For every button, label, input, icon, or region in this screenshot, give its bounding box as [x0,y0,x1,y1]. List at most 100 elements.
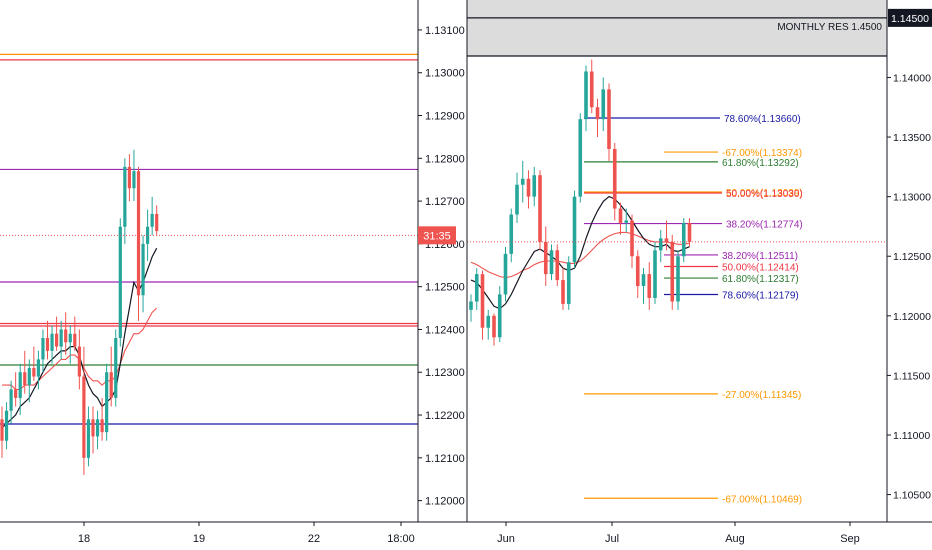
right-candle-body-25 [612,148,617,209]
left-plot-area[interactable] [0,0,418,522]
left-candle-body-16 [73,333,77,347]
left-candle-body-14 [64,329,68,343]
left-y-tick-label-10: 1.13000 [425,68,465,80]
left-y-tick-label-8: 1.12800 [425,153,465,165]
left-candle-body-12 [55,333,59,347]
right-candle-body-22 [595,107,600,120]
fib-label-11: -67.00%(1.10469) [722,494,802,505]
right-candle-body-12 [538,175,542,242]
left-candle-body-22 [100,419,104,433]
right-candle-body-19 [578,119,583,197]
left-candle-body-23 [105,372,109,433]
right-ma-fast-line [470,195,690,310]
right-candle-body-32 [653,250,657,298]
right-y-tick-label-2: 1.11500 [893,370,930,382]
right-y-tick-label-6: 1.13500 [893,132,931,144]
left-y-tick-label-11: 1.13100 [425,25,465,37]
left-candle-body-33 [150,213,154,227]
right-candle-body-26 [618,208,623,223]
right-candle-body-20 [584,71,588,120]
right-y-tick-label-1: 1.11000 [893,430,930,442]
current-price-tag-label: 31:35 [423,230,451,242]
left-y-tick-label-4: 1.12400 [425,324,465,336]
left-candle-body-6 [27,367,31,386]
current-price-tag-background [418,226,456,245]
fib-label-10: -27.00%(1.11345) [722,390,801,401]
right-candle-body-1 [474,274,479,302]
right-candle-body-2 [480,274,485,328]
left-candle-body-1 [4,410,9,441]
right-chart-panel[interactable]: MONTHLY RES 1.4500 78.60%(1.13660) -67.00… [466,0,932,522]
right-candle-body-28 [630,220,634,257]
left-candle-body-29 [132,171,136,189]
left-candle-body-28 [127,166,131,189]
right-candle-body-9 [520,178,525,185]
right-candle-body-36 [676,256,680,302]
right-y-tick-label-4: 1.12500 [893,251,931,263]
left-candles [0,149,159,475]
left-candle-body-10 [45,338,50,351]
left-x-tick-label-3: 18:00 [387,533,415,545]
left-y-tick-label-1: 1.12100 [425,453,465,465]
fib-label-5: 38.20%(1.12774) [726,220,803,231]
resistance-axis-tag-label: 1.14500 [891,13,929,25]
fibonacci-levels: 78.60%(1.13660)-67.00%(1.13374)61.80%(1.… [584,114,803,505]
right-x-tick-label-0: Jun [497,533,515,545]
left-x-tick-label-0: 18 [78,533,90,545]
resistance-zone-label: MONTHLY RES 1.4500 [777,22,882,33]
fib-label-4: 50.00%(1.13030) [726,189,803,200]
left-chart-panel[interactable]: 1.12000 1.12100 1.12200 1.12300 1.12400 1.125… [0,0,465,522]
right-candle-body-18 [572,196,577,263]
left-candle-body-30 [136,171,141,296]
left-y-tick-label-7: 1.12700 [425,196,465,208]
left-candle-body-27 [123,166,127,227]
fib-label-7: 50.00%(1.12414) [722,262,799,273]
right-candle-body-34 [664,238,669,242]
right-candle-body-10 [526,178,531,197]
right-candle-body-14 [549,250,554,275]
right-candle-body-6 [503,253,508,295]
fib-label-1: -67.00%(1.13374) [722,148,802,159]
left-candle-body-0 [0,419,4,441]
right-candle-body-21 [589,71,594,108]
right-candle-body-31 [647,274,652,298]
left-candle-body-19 [86,419,91,458]
right-candle-body-38 [687,222,692,242]
resistance-axis-tag-background [888,8,932,27]
left-candle-body-24 [109,372,113,398]
left-candle-body-11 [50,333,54,351]
right-price-axis[interactable]: 1.10500 1.11000 1.11500 1.12000 1.12500 1.130… [887,8,932,502]
left-x-tick-label-2: 22 [308,533,320,545]
left-candle-body-20 [91,419,95,437]
left-candle-body-17 [77,346,81,377]
left-x-tick-label-1: 19 [193,533,205,545]
right-y-tick-label-5: 1.13000 [893,192,931,204]
right-x-tick-label-2: Aug [725,533,745,545]
right-x-tick-label-3: Sep [840,533,860,545]
fib-label-6: 38.20%(1.12511) [722,251,798,262]
left-horizontal-levels [0,53,418,425]
right-candle-body-30 [641,274,646,287]
fib-label-2: 61.80%(1.13292) [722,158,799,169]
time-axis[interactable]: 18 19 22 18:00 Jun Jul Aug Sep [78,522,860,545]
right-candle-body-24 [607,89,611,149]
left-candle-body-4 [18,372,22,398]
right-y-tick-label-7: 1.14000 [893,72,931,84]
left-y-tick-label-0: 1.12000 [425,496,465,508]
left-candle-body-21 [95,419,100,437]
left-y-tick-label-2: 1.12200 [425,410,465,422]
right-candle-body-7 [509,214,514,254]
left-candle-body-31 [141,243,145,296]
left-candle-body-8 [36,359,40,377]
left-current-price-tag: 31:35 [418,226,456,245]
right-candle-body-35 [670,241,675,302]
right-candle-body-16 [561,280,565,304]
monthly-resistance-zone: MONTHLY RES 1.4500 [467,0,887,57]
right-candle-body-5 [497,294,502,338]
right-candle-body-23 [601,89,606,120]
left-candle-body-2 [9,389,13,411]
right-candle-body-13 [543,241,548,275]
left-candle-body-26 [118,226,122,339]
left-y-tick-label-9: 1.12900 [425,111,465,123]
